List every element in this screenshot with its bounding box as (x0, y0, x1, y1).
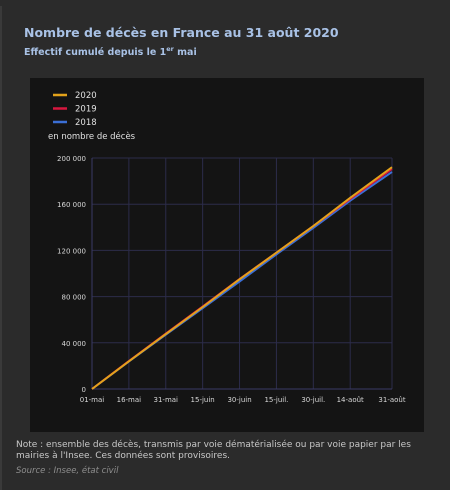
y-axis-title: en nombre de décès (48, 131, 136, 142)
y-tick-label: 80 000 (62, 294, 87, 302)
x-tick-label: 15-juil. (264, 396, 288, 404)
y-tick-label: 0 (82, 386, 86, 394)
x-tick-label: 15-juin (191, 396, 215, 404)
x-tick-label: 16-mai (117, 396, 142, 404)
subtitle-superscript: er (166, 45, 174, 53)
y-tick-label: 200 000 (57, 155, 86, 163)
y-tick-label: 40 000 (62, 340, 87, 348)
x-tick-label: 01-mai (80, 396, 105, 404)
chart-panel: 0 40 000 80 000 120 000 160 000 200 000 01-mai… (30, 78, 424, 432)
x-tick-label: 31-mai (154, 396, 179, 404)
series-line-2020 (91, 166, 393, 390)
x-tick-label: 30-juin (227, 396, 251, 404)
line-chart: 0 40 000 80 000 120 000 160 000 200 000 01-mai… (48, 91, 406, 404)
x-tick-label: 30-juil. (301, 396, 325, 404)
legend-label-2020: 2020 (75, 91, 97, 101)
chart-title: Nombre de décès en France au 31 août 202… (24, 25, 339, 40)
series-layer (91, 166, 393, 390)
chart-source: Source : Insee, état civil (16, 466, 119, 476)
y-tick-label: 120 000 (57, 247, 86, 255)
legend-label-2019: 2019 (75, 105, 97, 115)
grid-layer (91, 157, 393, 390)
legend-label-2018: 2018 (75, 118, 97, 128)
chart-note: Note : ensemble des décès, transmis par … (16, 440, 411, 461)
subtitle-main: Effectif cumulé depuis le 1 (24, 47, 167, 59)
x-tick-label: 14-août (337, 396, 364, 404)
left-divider (0, 6, 2, 490)
y-tick-label: 160 000 (57, 201, 86, 209)
chart-subtitle: Effectif cumulé depuis le 1er mai (24, 45, 197, 58)
legend: 2020 2019 2018 (53, 91, 97, 128)
subtitle-end: mai (173, 47, 197, 59)
x-tick-label: 31-août (378, 396, 405, 404)
axis-layer: 0 40 000 80 000 120 000 160 000 200 000 01-mai… (48, 131, 406, 404)
